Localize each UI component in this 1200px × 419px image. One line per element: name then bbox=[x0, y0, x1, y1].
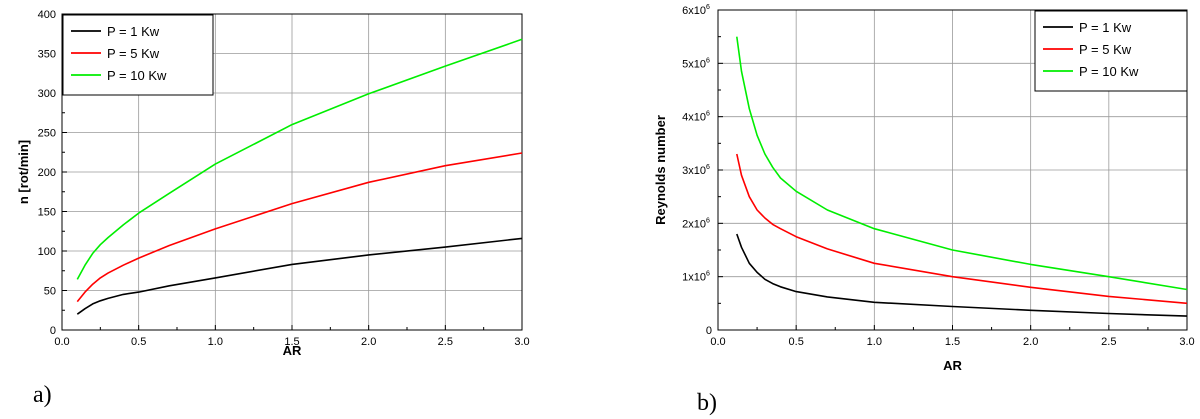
chart-b-x-axis-title: AR bbox=[943, 358, 962, 373]
chart-b-x-tick-label: 0.0 bbox=[710, 336, 725, 348]
chart-a: 0.0 0.5 1.0 1.5 2.0 2.5 3.0 0 50 100 150 200 250 300 3… bbox=[16, 9, 530, 408]
chart-a-y-tick-label: 150 bbox=[38, 207, 56, 219]
chart-a-legend-box bbox=[62, 14, 214, 96]
chart-b-legend-label-3: P = 10 Kw bbox=[1079, 64, 1139, 79]
chart-b-legend-label-1: P = 1 Kw bbox=[1079, 20, 1132, 35]
chart-b-y-tick-exponent: 6 bbox=[706, 164, 710, 171]
chart-a-x-tick-label: 3.0 bbox=[514, 336, 529, 348]
chart-b-y-tick-exponent: 6 bbox=[706, 271, 710, 278]
chart-b-y-tick-label: 3x10 bbox=[682, 165, 706, 177]
chart-b-x-tick-label: 3.0 bbox=[1179, 336, 1194, 348]
chart-b-y-tick-label: 4x10 bbox=[682, 112, 706, 124]
chart-a-y-tick-label: 50 bbox=[44, 286, 56, 298]
chart-a-y-tick-label: 400 bbox=[38, 9, 56, 21]
chart-a-y-tick-label: 100 bbox=[38, 246, 56, 258]
chart-b-y-tick-exponent: 6 bbox=[706, 111, 710, 118]
chart-a-x-tick-label: 1.5 bbox=[284, 336, 299, 348]
chart-a-y-axis-title: n [rot/min] bbox=[16, 140, 31, 204]
chart-a-panel-label: a) bbox=[33, 382, 52, 408]
chart-b-y-tick-label: 1x10 bbox=[682, 272, 706, 284]
chart-b-x-tick-label: 1.5 bbox=[945, 336, 960, 348]
chart-a-series-line-3 bbox=[76, 38, 523, 280]
chart-a-y-tick-label: 350 bbox=[38, 49, 56, 61]
chart-a-y-tick-label: 200 bbox=[38, 167, 56, 179]
chart-a-legend-label-1: P = 1 Kw bbox=[107, 24, 160, 39]
chart-b-y-tick-label: 2x10 bbox=[682, 218, 706, 230]
chart-a-x-tick-label: 1.0 bbox=[208, 336, 223, 348]
chart-a-series-line-2 bbox=[76, 152, 523, 303]
chart-a-x-tick-label: 0.5 bbox=[131, 336, 146, 348]
chart-a-legend-label-2: P = 5 Kw bbox=[107, 46, 160, 61]
chart-b-y-axis-title: Reynolds number bbox=[653, 115, 668, 225]
chart-a-x-axis-title: AR bbox=[283, 343, 302, 358]
chart-b-x-tick-label: 2.5 bbox=[1101, 336, 1116, 348]
chart-b-y-tick-exponent: 6 bbox=[706, 4, 710, 11]
chart-a-legend: P = 1 Kw P = 5 Kw P = 10 Kw bbox=[62, 14, 214, 96]
chart-b-series bbox=[736, 36, 1188, 317]
chart-b-y-tick-exponent: 6 bbox=[706, 57, 710, 64]
chart-b-x-tick-label: 2.0 bbox=[1023, 336, 1038, 348]
chart-b-series-line-3 bbox=[736, 36, 1188, 291]
chart-b-x-tick-label: 0.5 bbox=[789, 336, 804, 348]
chart-a-x-tick-label: 2.0 bbox=[361, 336, 376, 348]
chart-b-series-line-1 bbox=[736, 233, 1188, 317]
chart-a-series bbox=[76, 38, 523, 315]
chart-a-y-tick-label: 0 bbox=[50, 325, 56, 337]
chart-b-y-tick-label: 0 bbox=[706, 325, 712, 337]
chart-b-y-tick-exponent: 6 bbox=[706, 217, 710, 224]
chart-b-legend-label-2: P = 5 Kw bbox=[1079, 42, 1132, 57]
chart-b-y-tick-label: 5x10 bbox=[682, 58, 706, 70]
chart-a-legend-label-3: P = 10 Kw bbox=[107, 68, 167, 83]
chart-a-series-line-1 bbox=[76, 237, 523, 315]
chart-b-y-tick-label: 6x10 bbox=[682, 5, 706, 17]
chart-b-x-tick-label: 1.0 bbox=[867, 336, 882, 348]
chart-a-ticks: 0.0 0.5 1.0 1.5 2.0 2.5 3.0 0 50 100 150 200 250 300 3… bbox=[38, 9, 530, 348]
chart-a-x-tick-label: 2.5 bbox=[438, 336, 453, 348]
chart-b-series-line-2 bbox=[736, 153, 1188, 305]
chart-b-legend-box bbox=[1034, 10, 1188, 92]
chart-a-y-tick-label: 250 bbox=[38, 128, 56, 140]
chart-a-y-tick-label: 300 bbox=[38, 88, 56, 100]
chart-b-panel-label: b) bbox=[697, 390, 717, 416]
chart-b-legend: P = 1 Kw P = 5 Kw P = 10 Kw bbox=[1034, 10, 1188, 92]
chart-a-x-tick-label: 0.0 bbox=[54, 336, 69, 348]
